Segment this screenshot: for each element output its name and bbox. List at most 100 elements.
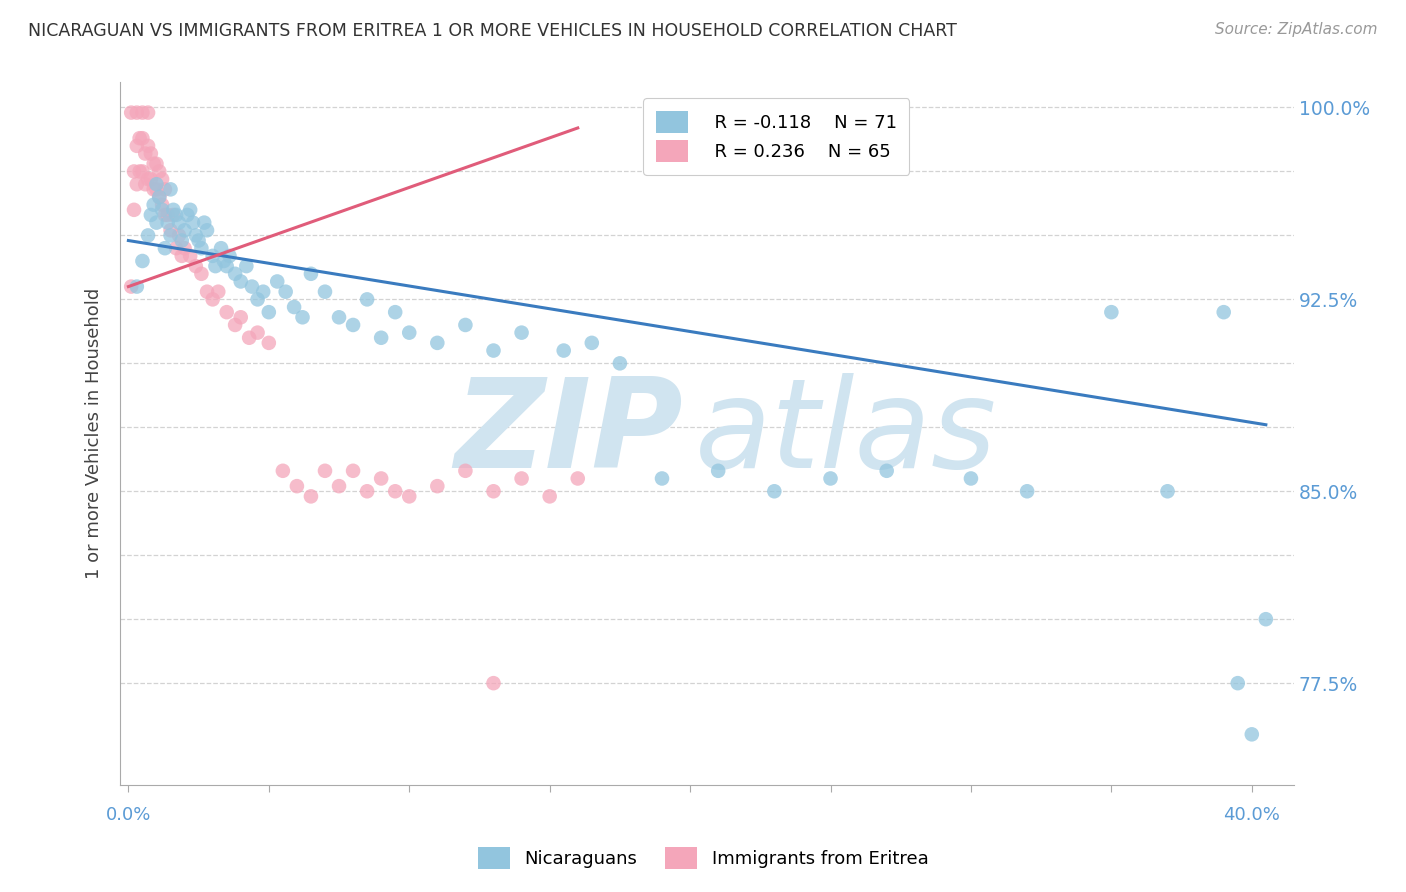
Point xyxy=(204,259,226,273)
Point xyxy=(342,318,364,332)
Legend:   R = -0.118    N = 71,   R = 0.236    N = 65: R = -0.118 N = 71, R = 0.236 N = 65 xyxy=(643,98,910,175)
Point xyxy=(145,157,167,171)
Point xyxy=(482,343,505,358)
Point xyxy=(257,305,280,319)
Point xyxy=(148,164,170,178)
Point xyxy=(170,249,193,263)
Point xyxy=(148,190,170,204)
Point xyxy=(184,228,207,243)
Point xyxy=(173,223,195,237)
Point xyxy=(482,676,505,690)
Legend: Nicaraguans, Immigrants from Eritrea: Nicaraguans, Immigrants from Eritrea xyxy=(468,838,938,879)
Point xyxy=(212,254,235,268)
Point xyxy=(299,489,322,503)
Point xyxy=(215,259,238,273)
Point xyxy=(195,285,218,299)
Point xyxy=(128,164,150,178)
Point xyxy=(224,318,246,332)
Point xyxy=(134,146,156,161)
Point xyxy=(510,471,533,485)
Point xyxy=(960,471,983,485)
Point xyxy=(153,241,176,255)
Point xyxy=(150,197,173,211)
Point xyxy=(271,464,294,478)
Point xyxy=(156,216,179,230)
Point xyxy=(370,331,392,345)
Point xyxy=(142,197,165,211)
Point xyxy=(159,228,181,243)
Point xyxy=(145,216,167,230)
Point xyxy=(314,285,336,299)
Point xyxy=(201,249,224,263)
Point xyxy=(165,241,187,255)
Point xyxy=(285,479,308,493)
Point xyxy=(162,208,184,222)
Point xyxy=(342,464,364,478)
Text: atlas: atlas xyxy=(695,373,997,494)
Point xyxy=(299,267,322,281)
Point xyxy=(274,285,297,299)
Point xyxy=(150,172,173,186)
Point xyxy=(356,293,378,307)
Point xyxy=(136,139,159,153)
Point xyxy=(328,310,350,325)
Point xyxy=(1240,727,1263,741)
Point xyxy=(136,172,159,186)
Point xyxy=(314,464,336,478)
Point xyxy=(567,471,589,485)
Point xyxy=(356,484,378,499)
Point xyxy=(159,182,181,196)
Point xyxy=(328,479,350,493)
Point xyxy=(162,202,184,217)
Point xyxy=(510,326,533,340)
Point xyxy=(224,267,246,281)
Point xyxy=(167,216,190,230)
Point xyxy=(454,464,477,478)
Point xyxy=(136,105,159,120)
Point xyxy=(207,285,229,299)
Point xyxy=(167,228,190,243)
Point xyxy=(159,223,181,237)
Point xyxy=(209,241,232,255)
Point xyxy=(139,208,162,222)
Point xyxy=(235,259,257,273)
Point xyxy=(1017,484,1039,499)
Point xyxy=(190,241,212,255)
Point xyxy=(131,105,153,120)
Point xyxy=(153,208,176,222)
Text: ZIP: ZIP xyxy=(454,373,683,494)
Point xyxy=(1156,484,1178,499)
Point xyxy=(291,310,314,325)
Text: NICARAGUAN VS IMMIGRANTS FROM ERITREA 1 OR MORE VEHICLES IN HOUSEHOLD CORRELATIO: NICARAGUAN VS IMMIGRANTS FROM ERITREA 1 … xyxy=(28,22,957,40)
Point xyxy=(370,471,392,485)
Text: Source: ZipAtlas.com: Source: ZipAtlas.com xyxy=(1215,22,1378,37)
Point xyxy=(136,228,159,243)
Point xyxy=(187,234,209,248)
Text: 0.0%: 0.0% xyxy=(105,806,150,824)
Point xyxy=(120,279,142,293)
Point xyxy=(139,172,162,186)
Point xyxy=(145,178,167,192)
Point xyxy=(122,164,145,178)
Point xyxy=(538,489,561,503)
Point xyxy=(131,131,153,145)
Point xyxy=(145,182,167,196)
Point xyxy=(179,202,201,217)
Y-axis label: 1 or more Vehicles in Household: 1 or more Vehicles in Household xyxy=(86,288,103,579)
Point xyxy=(482,484,505,499)
Point xyxy=(120,105,142,120)
Point xyxy=(153,182,176,196)
Point xyxy=(238,331,260,345)
Point xyxy=(131,164,153,178)
Point xyxy=(125,279,148,293)
Point xyxy=(820,471,842,485)
Point xyxy=(122,202,145,217)
Point xyxy=(165,208,187,222)
Point xyxy=(125,105,148,120)
Point xyxy=(257,335,280,350)
Point xyxy=(229,310,252,325)
Point xyxy=(156,208,179,222)
Point xyxy=(651,471,673,485)
Point xyxy=(131,254,153,268)
Point xyxy=(426,479,449,493)
